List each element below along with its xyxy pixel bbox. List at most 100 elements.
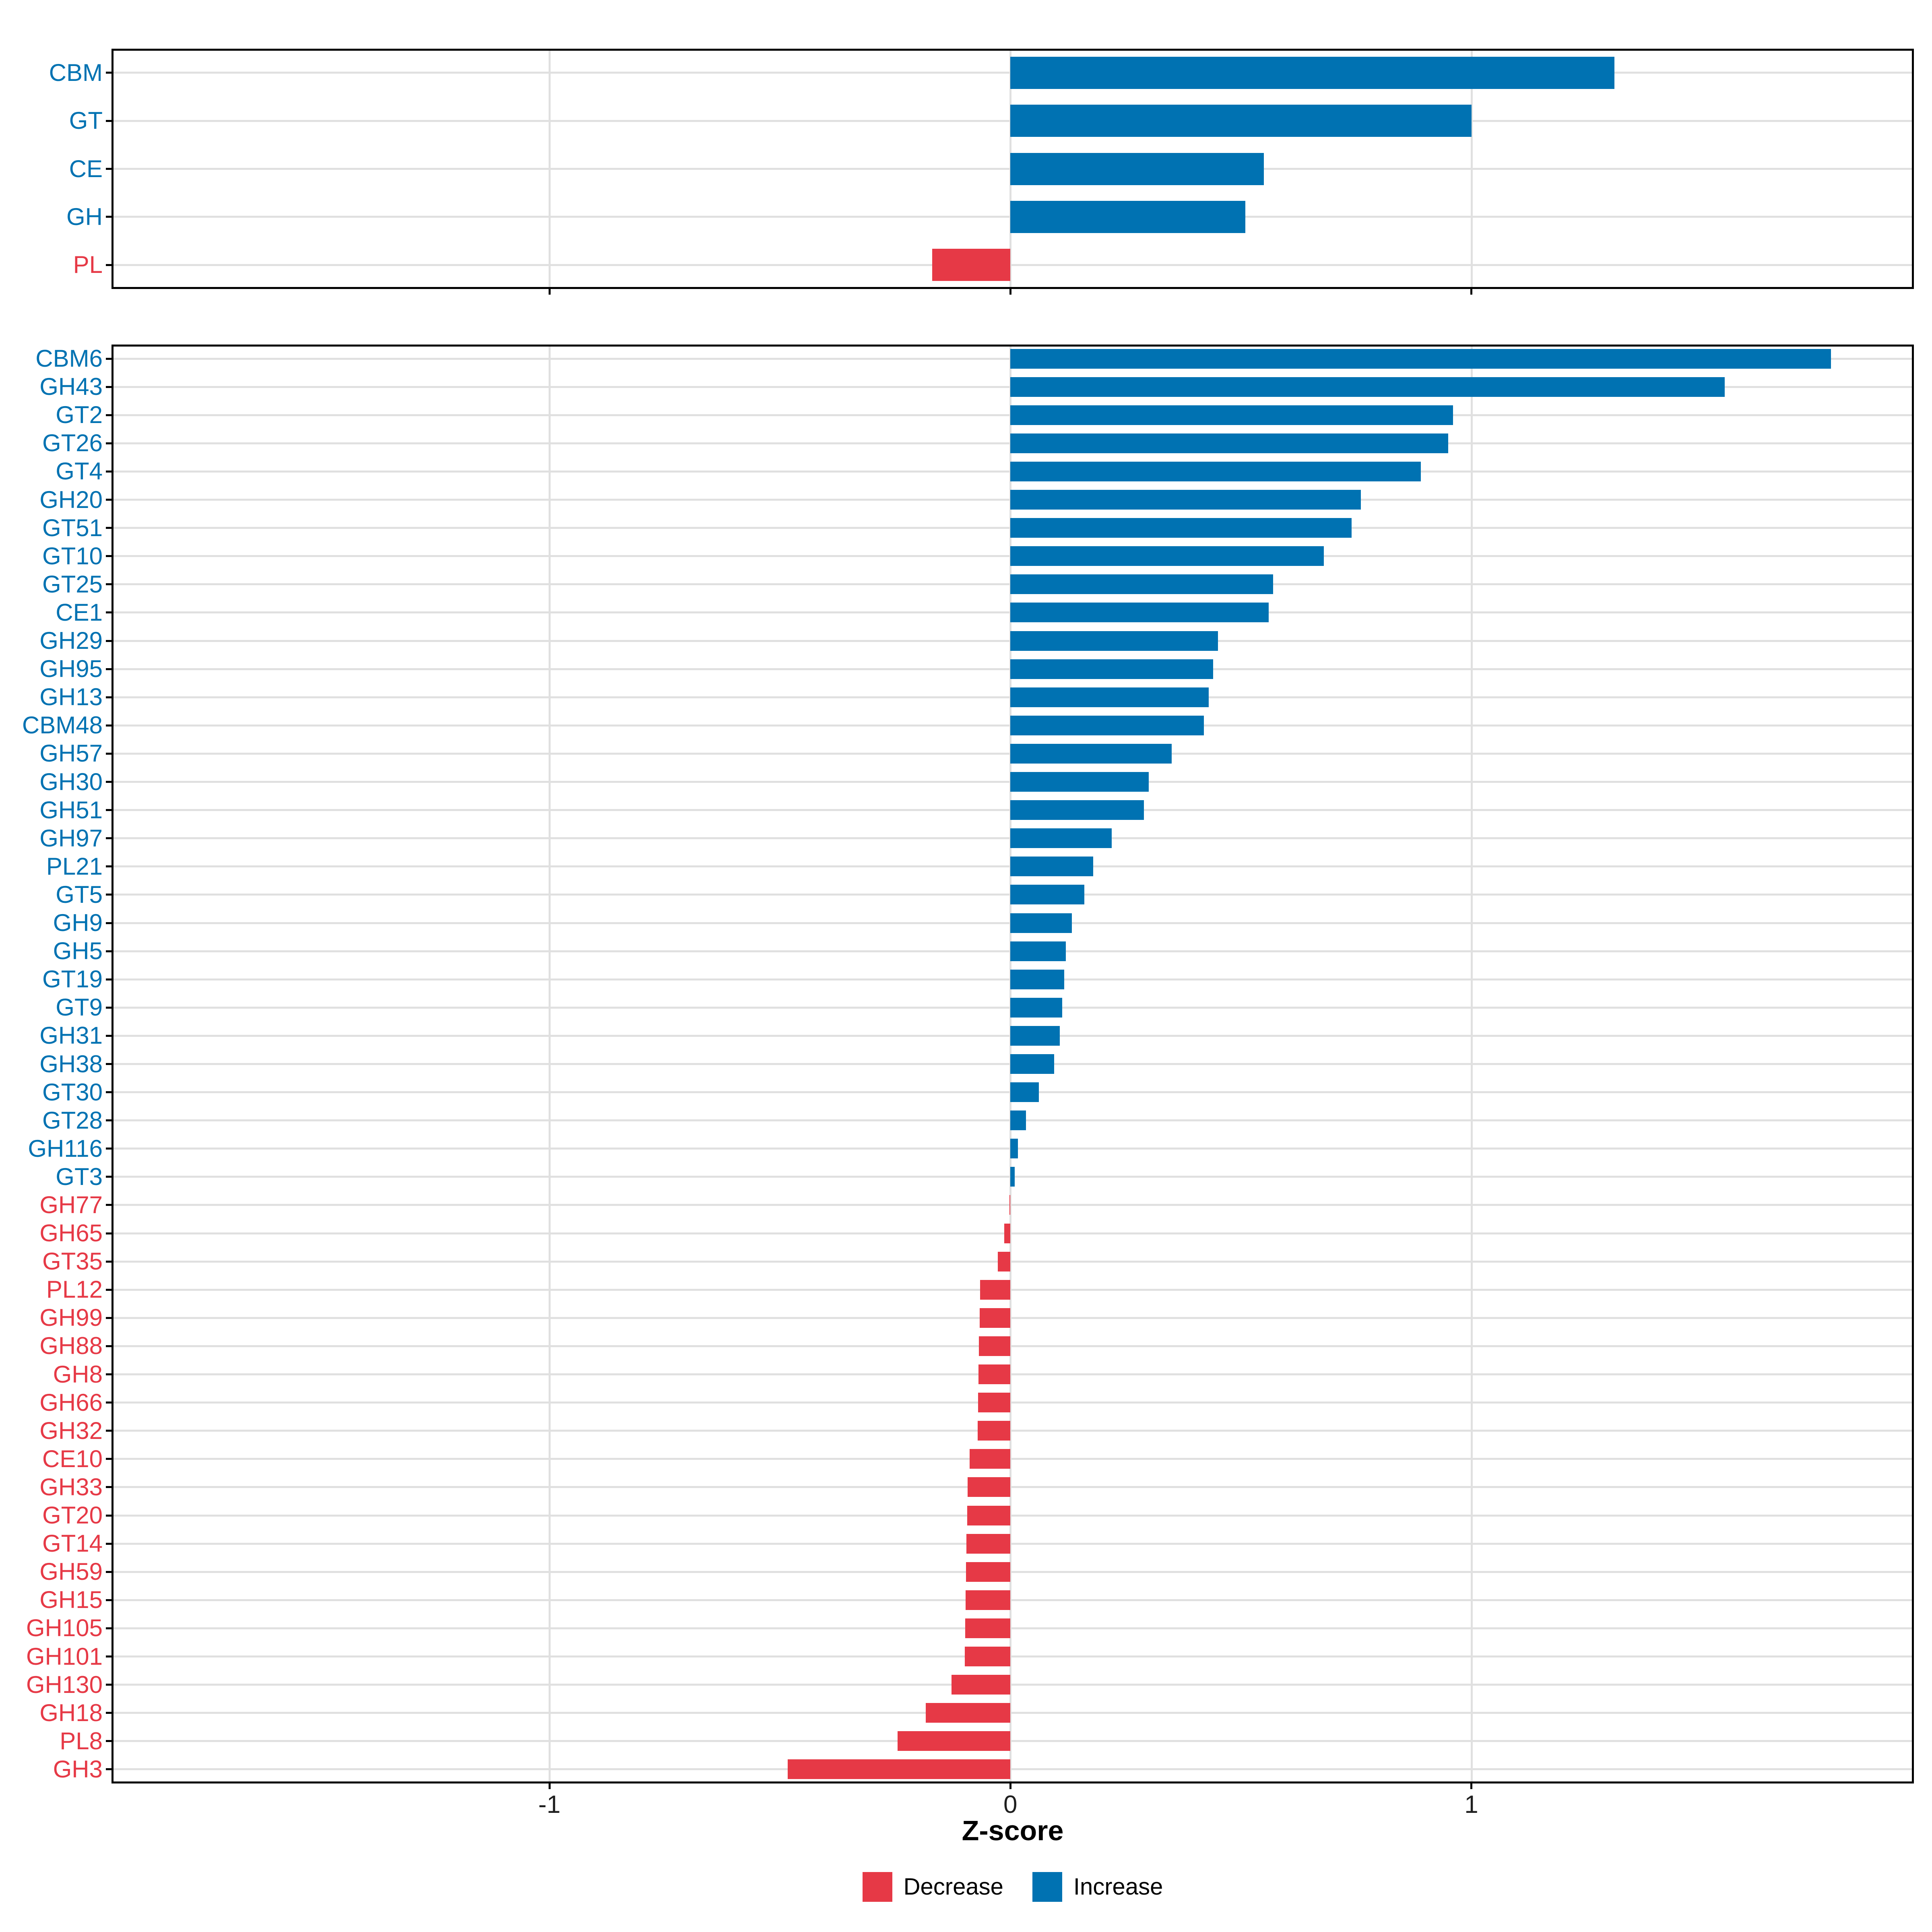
x-tick-mark xyxy=(1470,1783,1473,1789)
y-tick-mark xyxy=(106,1176,111,1178)
y-axis-label-GH8: GH8 xyxy=(53,1360,103,1388)
y-axis-label-GH13: GH13 xyxy=(39,683,103,711)
y-axis-label-GT4: GT4 xyxy=(56,458,103,485)
x-axis-title: Z-score xyxy=(962,1815,1064,1846)
y-axis-label-GH57: GH57 xyxy=(39,740,103,767)
y-axis-label-GT20: GT20 xyxy=(42,1502,103,1529)
legend: Decrease Increase xyxy=(111,1868,1914,1905)
y-axis-label-GT3: GT3 xyxy=(56,1163,103,1190)
bar-GT3 xyxy=(1010,1167,1015,1187)
y-axis-label-GH18: GH18 xyxy=(39,1699,103,1726)
y-tick-mark xyxy=(106,168,111,170)
x-tick-mark xyxy=(1009,289,1011,295)
y-axis-label-PL8: PL8 xyxy=(60,1727,103,1754)
bar-CBM6 xyxy=(1010,349,1831,369)
y-axis-label-GT26: GT26 xyxy=(42,429,103,457)
y-axis-label-GT28: GT28 xyxy=(42,1106,103,1134)
y-tick-mark xyxy=(106,386,111,388)
y-tick-mark xyxy=(106,1373,111,1376)
y-tick-mark xyxy=(106,1260,111,1263)
y-axis-label-GT14: GT14 xyxy=(42,1530,103,1557)
y-axis-label-GH31: GH31 xyxy=(39,1022,103,1049)
y-tick-mark xyxy=(106,1204,111,1206)
y-axis-label-GH116: GH116 xyxy=(28,1135,103,1162)
y-tick-mark xyxy=(106,499,111,501)
y-axis-label-GH88: GH88 xyxy=(39,1332,103,1360)
bar-PL xyxy=(932,249,1011,281)
y-axis-label-GT51: GT51 xyxy=(42,514,103,541)
y-axis-label-GH30: GH30 xyxy=(39,768,103,795)
x-tick-label: 1 xyxy=(1464,1791,1478,1818)
y-axis-label-PL: PL xyxy=(73,251,103,279)
bar-GT4 xyxy=(1010,461,1421,481)
x-tick-mark xyxy=(1470,289,1473,295)
bar-GT2 xyxy=(1010,405,1453,425)
y-tick-mark xyxy=(106,781,111,783)
bar-GT19 xyxy=(1010,969,1065,989)
bar-GT26 xyxy=(1010,433,1449,453)
y-tick-mark xyxy=(106,583,111,586)
y-tick-mark xyxy=(106,1402,111,1404)
bar-GT10 xyxy=(1010,546,1324,566)
bar-GH66 xyxy=(978,1393,1011,1413)
y-tick-mark xyxy=(106,1712,111,1714)
y-tick-mark xyxy=(106,1345,111,1347)
y-axis-label-CE10: CE10 xyxy=(42,1445,103,1472)
horizontal-gridline xyxy=(114,1204,1912,1206)
horizontal-gridline xyxy=(114,1317,1912,1319)
horizontal-gridline xyxy=(114,264,1912,266)
y-tick-mark xyxy=(106,668,111,670)
y-axis-label-GH51: GH51 xyxy=(39,796,103,824)
bar-PL12 xyxy=(980,1280,1011,1300)
bar-GH32 xyxy=(977,1421,1011,1441)
y-axis-label-GH101: GH101 xyxy=(26,1643,103,1670)
y-axis-label-GH77: GH77 xyxy=(39,1191,103,1218)
horizontal-gridline xyxy=(114,1458,1912,1460)
bar-GH43 xyxy=(1010,377,1725,397)
bar-GH38 xyxy=(1010,1054,1055,1074)
bar-GH116 xyxy=(1010,1139,1018,1159)
y-tick-mark xyxy=(106,1599,111,1601)
y-tick-mark xyxy=(106,950,111,952)
y-axis-label-GH33: GH33 xyxy=(39,1473,103,1501)
horizontal-gridline xyxy=(114,1288,1912,1291)
y-tick-mark xyxy=(106,1063,111,1065)
y-tick-mark xyxy=(106,1288,111,1291)
bar-PL8 xyxy=(897,1731,1011,1751)
y-tick-mark xyxy=(106,72,111,74)
y-tick-mark xyxy=(106,1627,111,1629)
y-axis-label-GH20: GH20 xyxy=(39,486,103,513)
y-axis-label-GH95: GH95 xyxy=(39,655,103,683)
y-axis-label-GH9: GH9 xyxy=(53,909,103,936)
y-tick-mark xyxy=(106,1430,111,1432)
bar-GH105 xyxy=(965,1618,1011,1638)
bar-GH65 xyxy=(1004,1223,1011,1243)
bar-GT30 xyxy=(1010,1082,1039,1102)
y-tick-mark xyxy=(106,809,111,811)
y-tick-mark xyxy=(106,1034,111,1037)
horizontal-gridline xyxy=(114,1571,1912,1573)
y-tick-mark xyxy=(106,865,111,868)
y-axis-label-GH43: GH43 xyxy=(39,373,103,400)
bar-GT xyxy=(1010,105,1472,137)
plot-panel-cazyme-classes xyxy=(111,49,1914,289)
legend-label: Decrease xyxy=(903,1874,1003,1900)
y-tick-mark xyxy=(106,1317,111,1319)
y-tick-mark xyxy=(106,724,111,727)
y-axis-label-GH15: GH15 xyxy=(39,1586,103,1614)
bar-GH15 xyxy=(966,1590,1011,1610)
y-tick-mark xyxy=(106,1542,111,1545)
y-axis-label-CE: CE xyxy=(69,155,103,182)
y-tick-mark xyxy=(106,1232,111,1234)
bar-PL21 xyxy=(1010,857,1094,877)
bar-GH30 xyxy=(1010,772,1149,792)
horizontal-gridline xyxy=(114,1542,1912,1545)
y-axis-label-GT30: GT30 xyxy=(42,1078,103,1106)
x-tick-mark xyxy=(1009,1783,1011,1789)
bar-GH88 xyxy=(979,1336,1011,1356)
bar-CBM xyxy=(1010,56,1614,89)
bar-GT5 xyxy=(1010,885,1084,905)
y-axis-label-GH66: GH66 xyxy=(39,1389,103,1416)
horizontal-gridline xyxy=(114,1684,1912,1686)
y-axis-label-GH5: GH5 xyxy=(53,937,103,965)
